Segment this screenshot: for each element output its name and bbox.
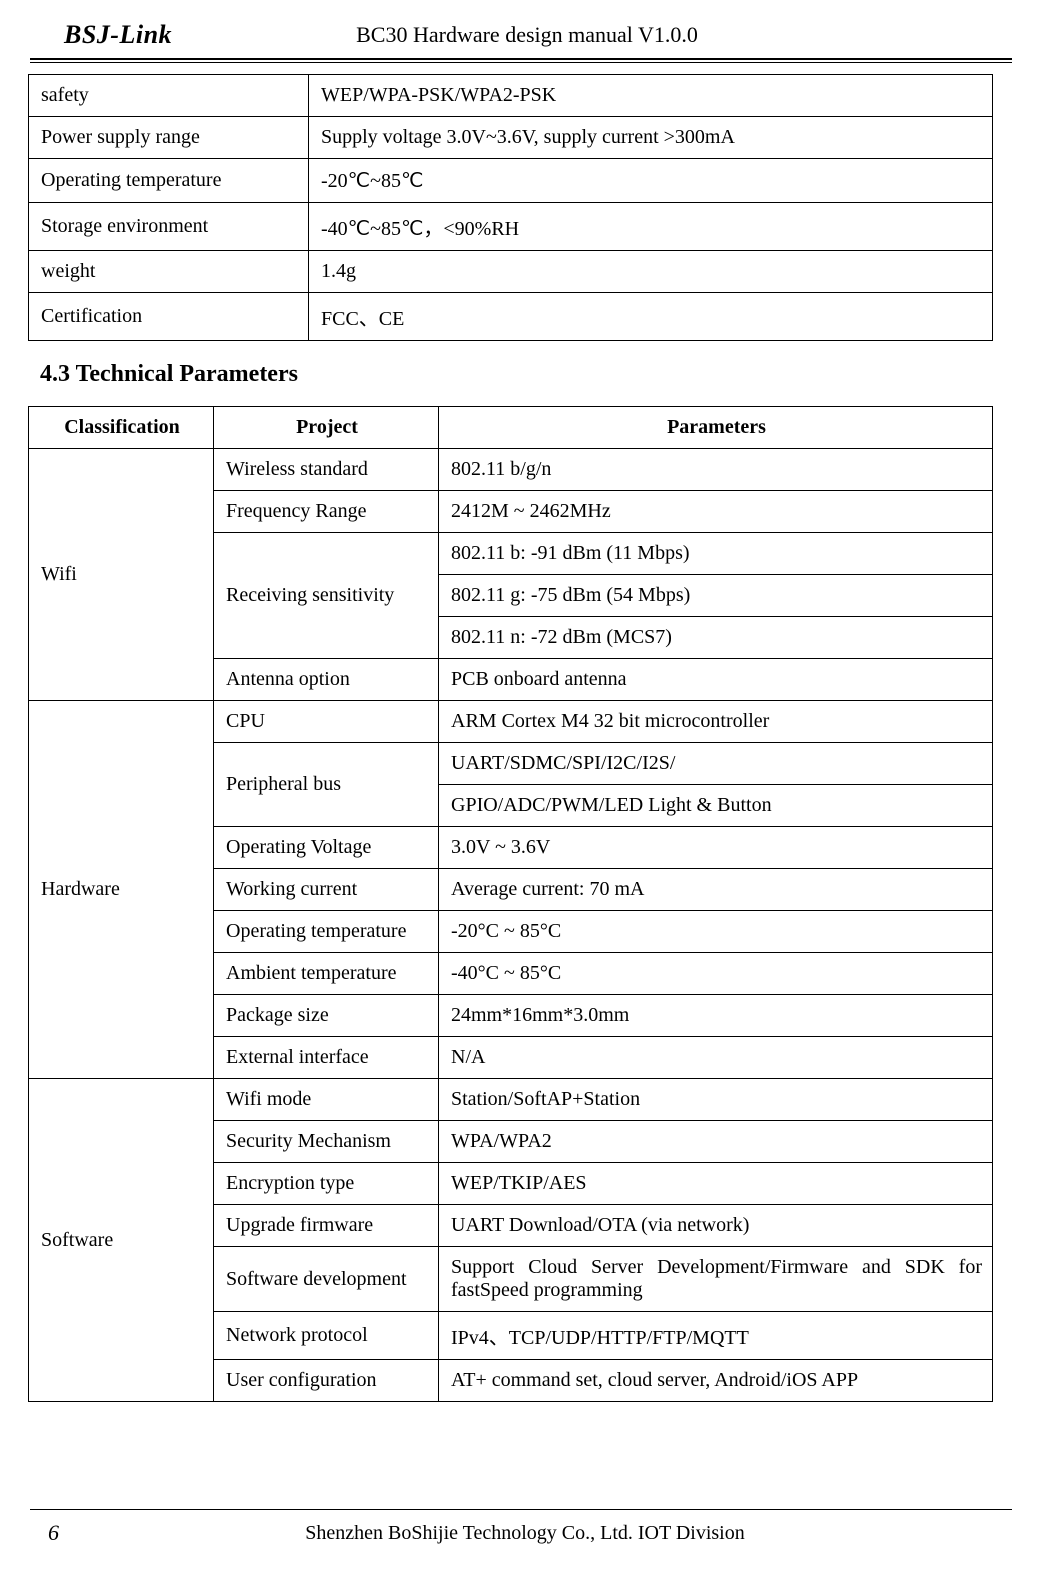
project-cell: Package size — [214, 995, 439, 1037]
param-cell: 802.11 n: -72 dBm (MCS7) — [439, 617, 993, 659]
param-cell: Station/SoftAP+Station — [439, 1079, 993, 1121]
column-header: Parameters — [439, 407, 993, 449]
table-header-row: Classification Project Parameters — [29, 407, 993, 449]
classification-cell: Software — [29, 1079, 214, 1402]
project-cell: Operating Voltage — [214, 827, 439, 869]
spec-value: -40℃~85℃，<90%RH — [309, 203, 993, 251]
brand-logo: BSJ-Link — [60, 20, 172, 50]
project-cell: Upgrade firmware — [214, 1205, 439, 1247]
param-cell: 802.11 b/g/n — [439, 449, 993, 491]
spec-key: Storage environment — [29, 203, 309, 251]
project-cell: Security Mechanism — [214, 1121, 439, 1163]
classification-cell: Wifi — [29, 449, 214, 701]
project-cell: Encryption type — [214, 1163, 439, 1205]
param-cell: 3.0V ~ 3.6V — [439, 827, 993, 869]
project-cell: Network protocol — [214, 1312, 439, 1360]
project-cell: Receiving sensitivity — [214, 533, 439, 659]
param-cell: PCB onboard antenna — [439, 659, 993, 701]
column-header: Classification — [29, 407, 214, 449]
table-row: Wifi Wireless standard 802.11 b/g/n — [29, 449, 993, 491]
spec-value: -20℃~85℃ — [309, 159, 993, 203]
project-cell: Wireless standard — [214, 449, 439, 491]
classification-cell: Hardware — [29, 701, 214, 1079]
spec-key: safety — [29, 75, 309, 117]
column-header: Project — [214, 407, 439, 449]
table-row: Operating temperature -20℃~85℃ — [29, 159, 993, 203]
table-row: weight 1.4g — [29, 251, 993, 293]
header-rule — [30, 58, 1012, 60]
table-row: safety WEP/WPA-PSK/WPA2-PSK — [29, 75, 993, 117]
param-cell: WPA/WPA2 — [439, 1121, 993, 1163]
spec-value: FCC、CE — [309, 293, 993, 341]
param-cell: WEP/TKIP/AES — [439, 1163, 993, 1205]
page-footer: 6 Shenzhen BoShijie Technology Co., Ltd.… — [48, 1509, 1002, 1546]
param-cell: -20°C ~ 85°C — [439, 911, 993, 953]
param-cell: GPIO/ADC/PWM/LED Light & Button — [439, 785, 993, 827]
project-cell: User configuration — [214, 1360, 439, 1402]
section-heading: 4.3 Technical Parameters — [40, 361, 1002, 388]
project-cell: CPU — [214, 701, 439, 743]
project-cell: Peripheral bus — [214, 743, 439, 827]
param-cell: Support Cloud Server Development/Firmwar… — [439, 1247, 993, 1312]
param-cell: AT+ command set, cloud server, Android/i… — [439, 1360, 993, 1402]
footer-text: Shenzhen BoShijie Technology Co., Ltd. I… — [88, 1522, 1002, 1545]
spec-value: 1.4g — [309, 251, 993, 293]
param-cell: 24mm*16mm*3.0mm — [439, 995, 993, 1037]
spec-key: Operating temperature — [29, 159, 309, 203]
table-row: Certification FCC、CE — [29, 293, 993, 341]
param-cell: UART Download/OTA (via network) — [439, 1205, 993, 1247]
param-cell: -40°C ~ 85°C — [439, 953, 993, 995]
table-row: Power supply range Supply voltage 3.0V~3… — [29, 117, 993, 159]
project-cell: Antenna option — [214, 659, 439, 701]
project-cell: Software development — [214, 1247, 439, 1312]
table-row: Hardware CPU ARM Cortex M4 32 bit microc… — [29, 701, 993, 743]
param-cell: 2412M ~ 2462MHz — [439, 491, 993, 533]
spec-key: Certification — [29, 293, 309, 341]
param-cell: IPv4、TCP/UDP/HTTP/FTP/MQTT — [439, 1312, 993, 1360]
footer-row: 6 Shenzhen BoShijie Technology Co., Ltd.… — [48, 1520, 1002, 1546]
project-cell: Operating temperature — [214, 911, 439, 953]
project-cell: Wifi mode — [214, 1079, 439, 1121]
spec-value: WEP/WPA-PSK/WPA2-PSK — [309, 75, 993, 117]
specs-table: safety WEP/WPA-PSK/WPA2-PSK Power supply… — [28, 74, 993, 341]
page-header: BSJ-Link BC30 Hardware design manual V1.… — [60, 20, 1002, 58]
spec-value: Supply voltage 3.0V~3.6V, supply current… — [309, 117, 993, 159]
project-cell: Frequency Range — [214, 491, 439, 533]
param-cell: UART/SDMC/SPI/I2C/I2S/ — [439, 743, 993, 785]
page-number: 6 — [48, 1520, 88, 1546]
footer-rule — [30, 1509, 1012, 1510]
table-row: Software Wifi mode Station/SoftAP+Statio… — [29, 1079, 993, 1121]
param-cell: 802.11 g: -75 dBm (54 Mbps) — [439, 575, 993, 617]
param-cell: Average current: 70 mA — [439, 869, 993, 911]
table-row: Storage environment -40℃~85℃，<90%RH — [29, 203, 993, 251]
spec-key: Power supply range — [29, 117, 309, 159]
project-cell: Ambient temperature — [214, 953, 439, 995]
param-cell: ARM Cortex M4 32 bit microcontroller — [439, 701, 993, 743]
document-page: BSJ-Link BC30 Hardware design manual V1.… — [0, 0, 1042, 1570]
param-cell: N/A — [439, 1037, 993, 1079]
project-cell: Working current — [214, 869, 439, 911]
technical-parameters-table: Classification Project Parameters Wifi W… — [28, 406, 993, 1402]
spec-key: weight — [29, 251, 309, 293]
param-cell: 802.11 b: -91 dBm (11 Mbps) — [439, 533, 993, 575]
document-title: BC30 Hardware design manual V1.0.0 — [172, 22, 1002, 48]
project-cell: External interface — [214, 1037, 439, 1079]
